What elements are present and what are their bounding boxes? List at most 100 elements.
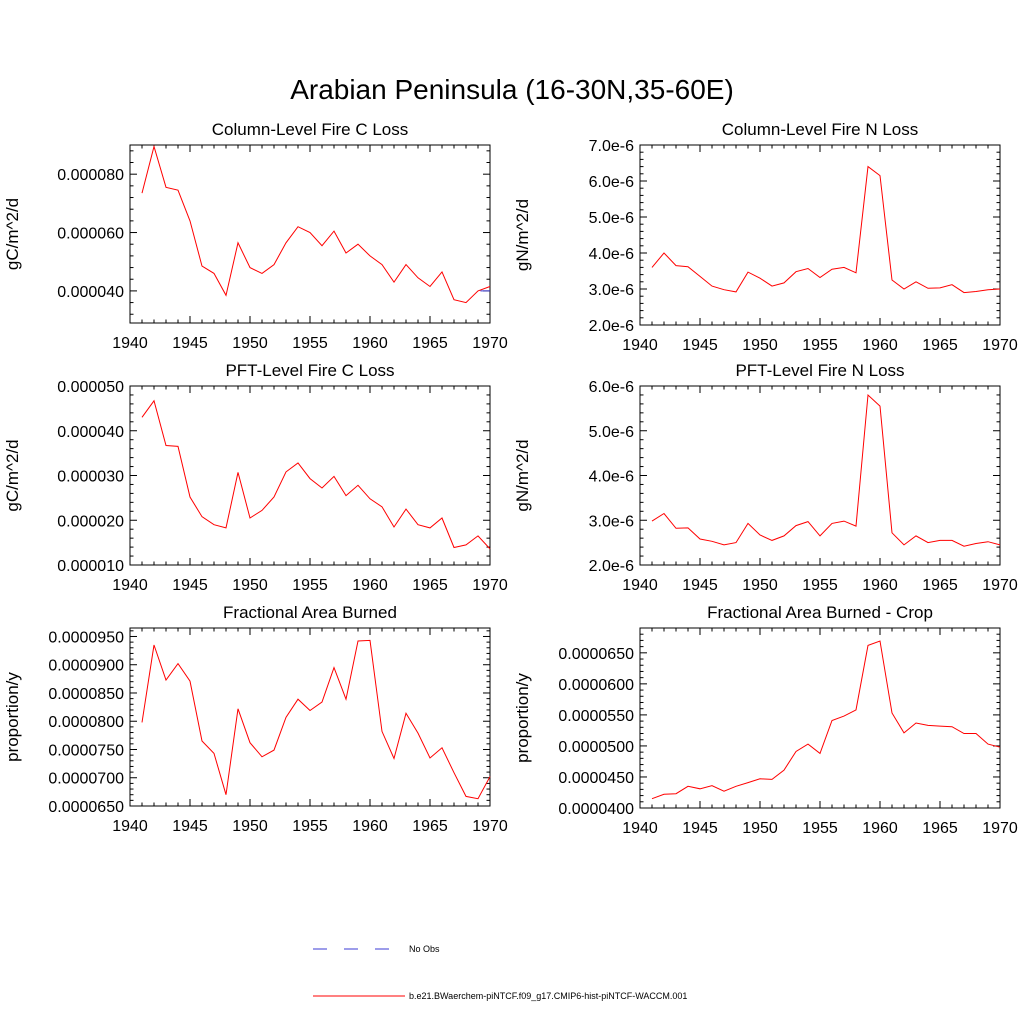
x-tick-label: 1950	[232, 577, 268, 594]
y-tick-label: 0.0000900	[48, 658, 124, 675]
y-tick-label: 0.000010	[57, 558, 124, 575]
figure-title: Arabian Peninsula (16-30N,35-60E)	[290, 74, 734, 105]
plot-frame	[639, 385, 1001, 566]
series-line	[651, 393, 1001, 547]
x-tick-label: 1950	[742, 577, 778, 594]
x-tick-label: 1960	[352, 335, 388, 352]
x-tick-label: 1940	[622, 337, 658, 354]
y-tick-label: 0.0000800	[48, 714, 124, 731]
y-axis-label: proportion/y	[513, 673, 532, 763]
x-tick-label: 1945	[172, 335, 208, 352]
plot-frame	[129, 144, 491, 324]
x-tick-label: 1940	[112, 577, 148, 594]
y-tick-label: 0.0000750	[48, 742, 124, 759]
y-tick-label: 0.000040	[57, 284, 124, 301]
panel-title: Fractional Area Burned	[223, 603, 397, 622]
y-axis-label: gN/m^2/d	[513, 439, 532, 511]
x-tick-label: 1945	[682, 337, 718, 354]
x-tick-label: 1945	[682, 577, 718, 594]
y-tick-label: 0.0000500	[558, 739, 634, 756]
y-tick-label: 0.0000850	[48, 686, 124, 703]
y-tick-label: 0.000020	[57, 513, 124, 530]
y-tick-label: 2.0e-6	[589, 318, 634, 335]
x-tick-label: 1955	[292, 335, 328, 352]
panels: 1940 1945 1950 1955 1960 1965 1970 0.000040 0.00…	[3, 120, 1018, 837]
x-tick-label: 1965	[412, 818, 448, 835]
y-tick-label: 0.000080	[57, 167, 124, 184]
y-tick-label: 4.0e-6	[589, 246, 634, 263]
y-tick-label: 6.0e-6	[589, 379, 634, 396]
x-tick-label: 1960	[862, 820, 898, 837]
series-line	[141, 144, 491, 304]
y-tick-label: 0.0000700	[48, 771, 124, 788]
x-tick-label: 1970	[982, 820, 1018, 837]
y-tick-label: 0.0000950	[48, 629, 124, 646]
x-tick-label: 1960	[862, 337, 898, 354]
series-line	[651, 165, 1001, 294]
x-tick-label: 1940	[622, 577, 658, 594]
legend-label-no-obs: No Obs	[409, 944, 440, 954]
panel-title: PFT-Level Fire N Loss	[735, 361, 904, 380]
x-tick-label: 1940	[112, 818, 148, 835]
x-tick-label: 1960	[862, 577, 898, 594]
y-tick-label: 4.0e-6	[589, 469, 634, 486]
y-tick-label: 3.0e-6	[589, 282, 634, 299]
y-tick-label: 2.0e-6	[589, 558, 634, 575]
y-tick-label: 0.0000650	[558, 646, 634, 663]
y-tick-label: 0.0000400	[558, 801, 634, 818]
y-tick-label: 0.0000450	[558, 770, 634, 787]
plot-frame	[639, 144, 1001, 326]
y-tick-label: 5.0e-6	[589, 210, 634, 227]
series-line	[141, 639, 491, 800]
panel-2: 1940 1945 1950 1955 1960 1965 1970 2.0e-6 3.0e-6…	[513, 120, 1018, 354]
panel-title: Column-Level Fire C Loss	[212, 120, 409, 139]
x-tick-label: 1940	[622, 820, 658, 837]
x-tick-label: 1970	[472, 577, 508, 594]
y-tick-label: 7.0e-6	[589, 138, 634, 155]
y-tick-label: 0.0000650	[48, 799, 124, 816]
x-tick-label: 1955	[802, 820, 838, 837]
y-tick-label: 0.000040	[57, 424, 124, 441]
x-tick-label: 1955	[292, 577, 328, 594]
y-tick-label: 0.000050	[57, 379, 124, 396]
x-tick-label: 1950	[742, 337, 778, 354]
x-tick-label: 1960	[352, 577, 388, 594]
x-tick-label: 1955	[802, 337, 838, 354]
panel-title: PFT-Level Fire C Loss	[225, 361, 394, 380]
y-tick-label: 0.000060	[57, 226, 124, 243]
y-axis-label: proportion/y	[3, 672, 22, 762]
y-tick-label: 5.0e-6	[589, 424, 634, 441]
x-tick-label: 1960	[352, 818, 388, 835]
panel-3: 1940 1945 1950 1955 1960 1965 1970 0.000010 0.00…	[3, 361, 508, 594]
legend-label-model: b.e21.BWaerchem-piNTCF.f09_g17.CMIP6-his…	[409, 991, 687, 1001]
panel-6: 1940 1945 1950 1955 1960 1965 1970 0.0000400 0.0…	[513, 603, 1018, 837]
x-tick-label: 1955	[802, 577, 838, 594]
x-tick-label: 1970	[982, 577, 1018, 594]
legend: No Obs b.e21.BWaerchem-piNTCF.f09_g17.CMI…	[313, 944, 687, 1001]
x-tick-label: 1970	[472, 818, 508, 835]
x-tick-label: 1965	[922, 337, 958, 354]
y-axis-label: gN/m^2/d	[513, 199, 532, 271]
x-tick-label: 1965	[922, 820, 958, 837]
x-tick-label: 1965	[412, 335, 448, 352]
x-tick-label: 1945	[172, 577, 208, 594]
x-tick-label: 1970	[982, 337, 1018, 354]
series-line	[651, 640, 1001, 800]
x-tick-label: 1970	[472, 335, 508, 352]
series-line	[141, 399, 491, 550]
panel-1: 1940 1945 1950 1955 1960 1965 1970 0.000040 0.00…	[3, 120, 508, 352]
panel-4: 1940 1945 1950 1955 1960 1965 1970 2.0e-6 3.0e-6…	[513, 361, 1018, 594]
plot-frame	[639, 627, 1001, 809]
plot-frame	[129, 385, 491, 566]
x-tick-label: 1965	[922, 577, 958, 594]
x-tick-label: 1940	[112, 335, 148, 352]
x-tick-label: 1945	[172, 818, 208, 835]
y-axis-label: gC/m^2/d	[3, 198, 22, 270]
x-tick-label: 1950	[742, 820, 778, 837]
panel-5: 1940 1945 1950 1955 1960 1965 1970 0.0000650 0.0…	[3, 603, 508, 835]
panel-title: Column-Level Fire N Loss	[722, 120, 919, 139]
y-tick-label: 6.0e-6	[589, 174, 634, 191]
y-axis-label: gC/m^2/d	[3, 439, 22, 511]
y-tick-label: 0.0000600	[558, 677, 634, 694]
